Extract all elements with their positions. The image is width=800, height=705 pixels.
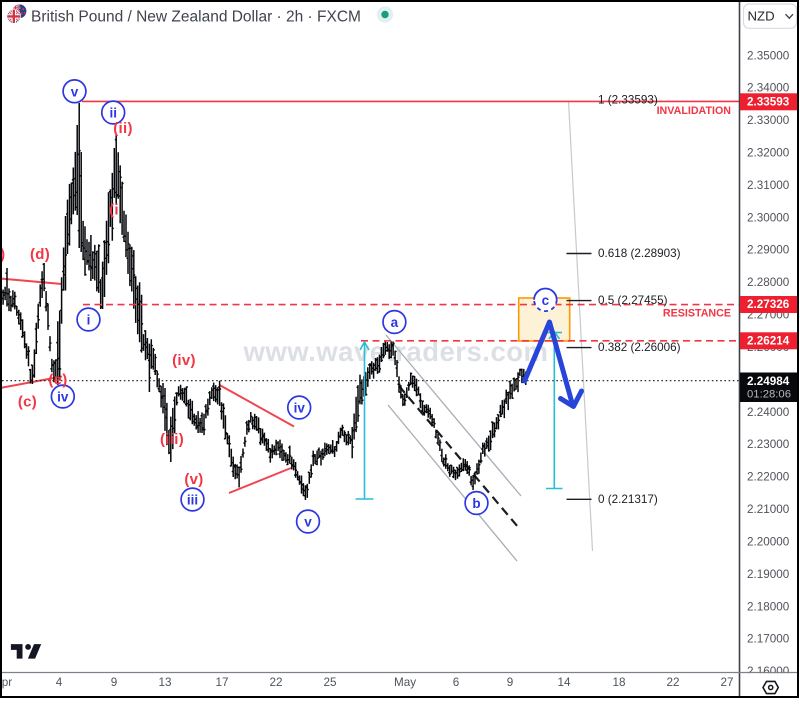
svg-text:2.22000: 2.22000	[747, 471, 790, 484]
svg-text:INVALIDATION: INVALIDATION	[657, 105, 731, 117]
svg-text:2.31000: 2.31000	[747, 179, 790, 192]
svg-text:2.20000: 2.20000	[747, 535, 790, 548]
svg-text:2.27326: 2.27326	[747, 298, 790, 311]
svg-text:(c): (c)	[18, 394, 37, 411]
svg-text:(v): (v)	[184, 471, 203, 488]
svg-text:iv: iv	[294, 401, 306, 416]
svg-text:2.23000: 2.23000	[747, 438, 790, 451]
svg-text:2.18000: 2.18000	[747, 600, 790, 613]
svg-text:0 (2.21317): 0 (2.21317)	[598, 493, 658, 506]
svg-text:v: v	[71, 84, 79, 99]
svg-text:v: v	[304, 515, 312, 530]
svg-text:c: c	[542, 293, 550, 308]
svg-text:14: 14	[557, 676, 571, 689]
svg-text:2.17000: 2.17000	[747, 633, 790, 646]
svg-text:0.5 (2.27455): 0.5 (2.27455)	[598, 294, 668, 307]
svg-text:NZD: NZD	[748, 8, 775, 23]
svg-text:0.618 (2.28903): 0.618 (2.28903)	[598, 247, 681, 260]
svg-text:6: 6	[453, 676, 460, 689]
svg-text:2.28000: 2.28000	[747, 276, 790, 289]
svg-text:9: 9	[111, 676, 118, 689]
svg-text:22: 22	[269, 676, 282, 689]
svg-text:2.21000: 2.21000	[747, 503, 790, 516]
svg-text:22: 22	[666, 676, 679, 689]
svg-text:iv: iv	[57, 390, 69, 405]
svg-text:2.33000: 2.33000	[747, 114, 790, 127]
svg-text:May: May	[394, 676, 416, 689]
svg-text:25: 25	[323, 676, 337, 689]
svg-text:4: 4	[56, 676, 63, 689]
svg-text:2.30000: 2.30000	[747, 211, 790, 224]
svg-text:(i: (i	[109, 202, 119, 219]
svg-text:2.19000: 2.19000	[747, 568, 790, 581]
svg-text:Apr: Apr	[0, 676, 12, 689]
svg-text:2.33593: 2.33593	[747, 96, 790, 109]
svg-text:2.24000: 2.24000	[747, 406, 790, 419]
svg-text:9: 9	[507, 676, 514, 689]
svg-text:17: 17	[215, 676, 228, 689]
svg-text:01:28:06: 01:28:06	[747, 389, 791, 401]
svg-text:2.32000: 2.32000	[747, 147, 790, 160]
svg-text:2.26214: 2.26214	[747, 335, 790, 348]
svg-text:(e): (e)	[48, 372, 67, 389]
svg-text:2.29000: 2.29000	[747, 244, 790, 257]
svg-text:2.35000: 2.35000	[747, 49, 790, 62]
svg-text:ii: ii	[109, 106, 117, 121]
svg-text:13: 13	[158, 676, 171, 689]
svg-text:i: i	[87, 313, 91, 328]
svg-text:27: 27	[720, 676, 733, 689]
svg-text:0.382 (2.26006): 0.382 (2.26006)	[598, 341, 681, 354]
svg-text:(iv): (iv)	[172, 352, 196, 369]
svg-text:2.34000: 2.34000	[747, 82, 790, 95]
svg-text:2.24984: 2.24984	[747, 375, 790, 388]
svg-text:British Pound / New Zealand Do: British Pound / New Zealand Dollar · 2h …	[31, 9, 361, 26]
svg-text:iii: iii	[187, 493, 198, 508]
svg-text:18: 18	[612, 676, 625, 689]
svg-text:(iii): (iii)	[160, 431, 184, 448]
svg-text:a: a	[391, 315, 399, 330]
svg-text:RESISTANCE: RESISTANCE	[663, 308, 731, 320]
svg-text:1 (2.33593): 1 (2.33593)	[598, 94, 658, 107]
svg-text:(ii): (ii)	[113, 120, 133, 137]
svg-text:(d): (d)	[30, 246, 50, 263]
svg-text:b: b	[472, 496, 480, 511]
svg-text:): )	[0, 246, 5, 263]
